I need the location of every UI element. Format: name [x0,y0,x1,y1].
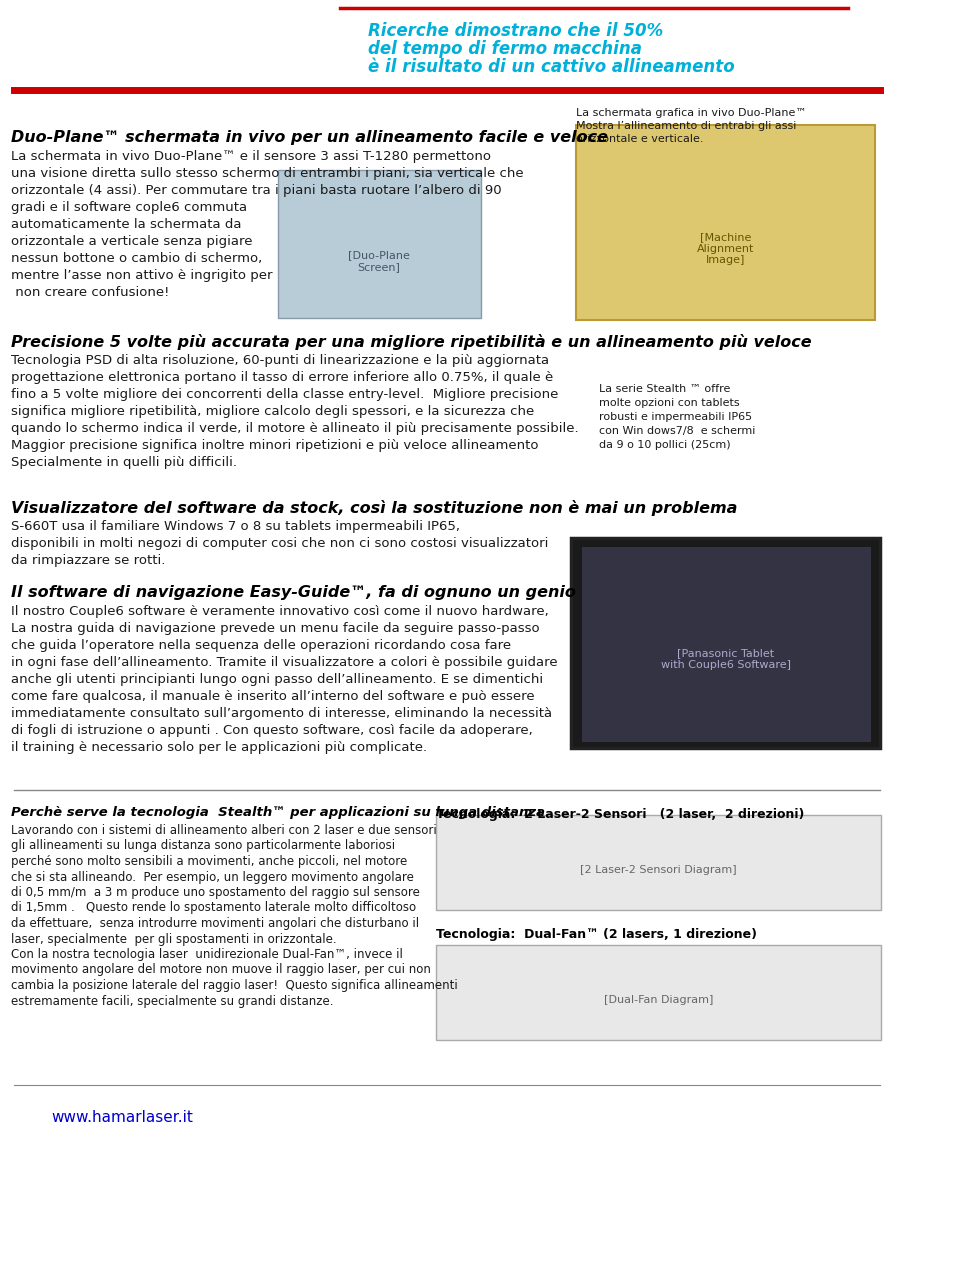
Text: fino a 5 volte migliore dei concorrenti della classe entry-level.  Migliore prec: fino a 5 volte migliore dei concorrenti … [12,387,559,402]
Bar [582,547,871,743]
Text: laser, specialmente  per gli spostamenti in orizzontale.: laser, specialmente per gli spostamenti … [12,933,337,946]
Text: di 0,5 mm/m  a 3 m produce uno spostamento del raggio sul sensore: di 0,5 mm/m a 3 m produce uno spostament… [12,885,420,900]
Text: orizzontale a verticale senza pigiare: orizzontale a verticale senza pigiare [12,236,252,248]
Text: anche gli utenti principianti lungo ogni passo dell’allineamento. E se dimentich: anche gli utenti principianti lungo ogni… [12,673,543,686]
Text: S-660T usa il familiare Windows 7 o 8 su tablets impermeabili IP65,: S-660T usa il familiare Windows 7 o 8 su… [12,520,460,533]
Text: Tecnologia PSD di alta risoluzione, 60-punti di linearizzazione e la più aggiorn: Tecnologia PSD di alta risoluzione, 60-p… [12,354,549,367]
Bar [436,815,881,910]
Text: è il risultato di un cattivo allineamento: è il risultato di un cattivo allineament… [368,58,734,76]
Text: disponibili in molti negozi di computer cosi che non ci sono costosi visualizzat: disponibili in molti negozi di computer … [12,537,548,550]
Text: gli allineamenti su lunga distanza sono particolarmente laboriosi: gli allineamenti su lunga distanza sono … [12,839,396,852]
Text: una visione diretta sullo stesso schermo di entrambi i piani, sia verticale che: una visione diretta sullo stesso schermo… [12,167,524,180]
Text: Duo-Plane™ schermata in vivo per un allineamento facile e veloce: Duo-Plane™ schermata in vivo per un alli… [12,130,609,145]
Text: perché sono molto sensibili a movimenti, anche piccoli, nel motore: perché sono molto sensibili a movimenti,… [12,855,407,867]
Text: di 1,5mm .   Questo rende lo spostamento laterale molto difficoltoso: di 1,5mm . Questo rende lo spostamento l… [12,901,417,915]
Text: Lavorando con i sistemi di allineamento alberi con 2 laser e due sensori: Lavorando con i sistemi di allineamento … [12,824,437,837]
Text: nessun bottone o cambio di schermo,: nessun bottone o cambio di schermo, [12,252,262,265]
Text: La serie Stealth ™ offre
molte opzioni con tablets
robusti e impermeabili IP65
c: La serie Stealth ™ offre molte opzioni c… [599,384,756,450]
Text: il training è necessario solo per le applicazioni più complicate.: il training è necessario solo per le app… [12,741,427,754]
Text: Tecnologia:  Dual-Fan™ (2 lasers, 1 direzione): Tecnologia: Dual-Fan™ (2 lasers, 1 direz… [436,928,756,941]
Text: da rimpiazzare se rotti.: da rimpiazzare se rotti. [12,553,165,568]
Text: automaticamente la schermata da: automaticamente la schermata da [12,218,242,230]
Bar [436,945,881,1040]
Text: cambia la posizione laterale del raggio laser!  Questo significa allineamenti: cambia la posizione laterale del raggio … [12,979,458,992]
Text: movimento angolare del motore non muove il raggio laser, per cui non: movimento angolare del motore non muove … [12,964,431,977]
Bar [277,170,481,318]
Bar [576,125,876,320]
Text: quando lo schermo indica il verde, il motore è allineato il più precisamente pos: quando lo schermo indica il verde, il mo… [12,422,579,435]
Text: di fogli di istruzione o appunti . Con questo software, così facile da adoperare: di fogli di istruzione o appunti . Con q… [12,725,533,737]
Text: come fare qualcosa, il manuale è inserito all’interno del software e può essere: come fare qualcosa, il manuale è inserit… [12,690,535,703]
Text: Tecnologia:  2 Laser-2 Sensori   (2 laser,  2 direzioni): Tecnologia: 2 Laser-2 Sensori (2 laser, … [436,808,804,821]
Text: [Machine
Alignment
Image]: [Machine Alignment Image] [697,232,755,265]
Text: mentre l’asse non attivo è ingrigito per: mentre l’asse non attivo è ingrigito per [12,269,273,282]
Text: da effettuare,  senza introdurre movimenti angolari che disturbano il: da effettuare, senza introdurre moviment… [12,918,420,931]
Text: Visualizzatore del software da stock, così la sostituzione non è mai un problema: Visualizzatore del software da stock, co… [12,501,737,516]
Text: [Dual-Fan Diagram]: [Dual-Fan Diagram] [604,995,713,1005]
Text: Con la nostra tecnologia laser  unidirezionale Dual-Fan™, invece il: Con la nostra tecnologia laser unidirezi… [12,949,403,961]
Text: non creare confusione!: non creare confusione! [12,286,170,299]
Text: Perchè serve la tecnologia  Stealth™ per applicazioni su lunga distanza: Perchè serve la tecnologia Stealth™ per … [12,806,545,819]
Text: www.hamarlaser.it: www.hamarlaser.it [51,1109,193,1125]
Text: Il software di navigazione Easy-Guide™, fa di ognuno un genio: Il software di navigazione Easy-Guide™, … [12,586,576,600]
Text: significa migliore ripetibilità, migliore calcolo degli spessori, e la sicurezza: significa migliore ripetibilità, miglior… [12,405,535,418]
Text: del tempo di fermo macchina: del tempo di fermo macchina [368,40,642,58]
Text: [Panasonic Tablet
with Couple6 Software]: [Panasonic Tablet with Couple6 Software] [660,647,790,669]
Text: [Duo-Plane
Screen]: [Duo-Plane Screen] [348,250,410,272]
Text: che guida l’operatore nella sequenza delle operazioni ricordando cosa fare: che guida l’operatore nella sequenza del… [12,640,512,653]
Text: immediatamente consultato sull’argomento di interesse, eliminando la necessità: immediatamente consultato sull’argomento… [12,707,552,719]
Text: estremamente facili, specialmente su grandi distanze.: estremamente facili, specialmente su gra… [12,995,334,1008]
Text: gradi e il software cople6 commuta: gradi e il software cople6 commuta [12,201,248,214]
Text: che si sta allineando.  Per esempio, un leggero movimento angolare: che si sta allineando. Per esempio, un l… [12,870,414,883]
Text: Ricerche dimostrano che il 50%: Ricerche dimostrano che il 50% [368,22,663,40]
Text: Maggior precisione significa inoltre minori ripetizioni e più veloce allineament: Maggior precisione significa inoltre min… [12,439,539,452]
Text: La nostra guida di navigazione prevede un menu facile da seguire passo-passo: La nostra guida di navigazione prevede u… [12,622,540,634]
Text: progettazione elettronica portano il tasso di errore inferiore allo 0.75%, il qu: progettazione elettronica portano il tas… [12,371,553,384]
Text: [2 Laser-2 Sensori Diagram]: [2 Laser-2 Sensori Diagram] [580,865,736,875]
Text: orizzontale (4 assi). Per commutare tra i piani basta ruotare l’albero di 90: orizzontale (4 assi). Per commutare tra … [12,184,502,197]
Text: La schermata in vivo Duo-Plane™ e il sensore 3 assi T-1280 permettono: La schermata in vivo Duo-Plane™ e il sen… [12,151,492,163]
Text: La schermata grafica in vivo Duo-Plane™
Mostra l’allineamento di entrabi gli ass: La schermata grafica in vivo Duo-Plane™ … [576,108,806,144]
Text: Specialmente in quelli più difficili.: Specialmente in quelli più difficili. [12,456,237,468]
Text: in ogni fase dell’allineamento. Tramite il visualizzatore a colori è possibile g: in ogni fase dell’allineamento. Tramite … [12,656,558,669]
Text: Precisione 5 volte più accurata per una migliore ripetibilità e un allineamento : Precisione 5 volte più accurata per una … [12,335,812,350]
Bar [571,538,880,748]
Text: Il nostro Couple6 software è veramente innovativo così come il nuovo hardware,: Il nostro Couple6 software è veramente i… [12,605,549,618]
